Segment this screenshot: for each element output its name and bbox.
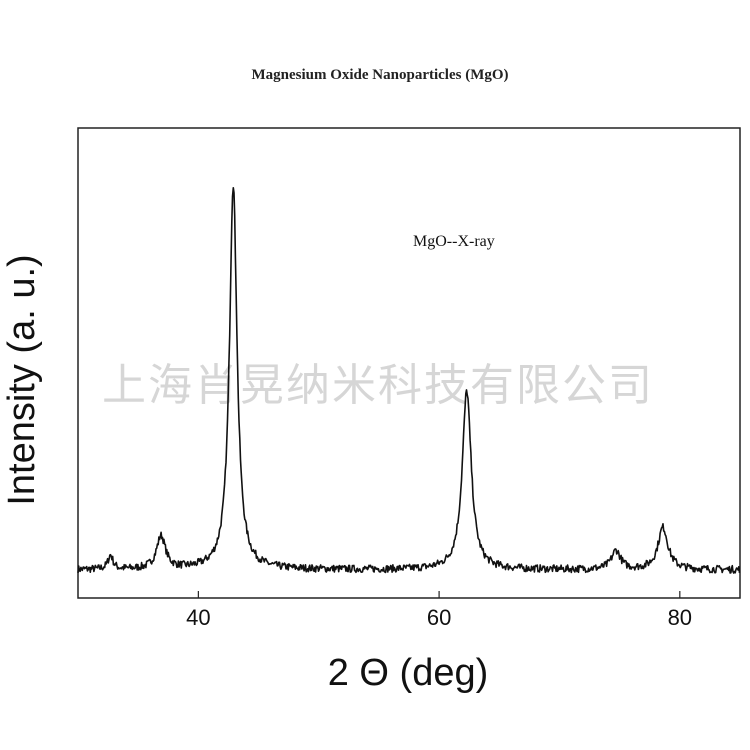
x-tick-label: 40 [186,605,210,630]
plot-frame [77,127,741,599]
x-tick-label: 80 [668,605,692,630]
series-line-xrd [77,187,741,574]
x-tick-label: 60 [427,605,451,630]
annotation-mgo-xray: MgO--X-ray [413,233,495,250]
chart-title: Magnesium Oxide Nanoparticles (MgO) [251,67,508,83]
y-axis-label: Intensity (a. u.) [1,254,43,505]
x-axis-ticks: 40 60 80 [186,591,692,630]
x-axis-label: 2 Θ (deg) [328,652,489,694]
watermark-text: 上海肖晃纳米科技有限公司 [102,360,654,411]
